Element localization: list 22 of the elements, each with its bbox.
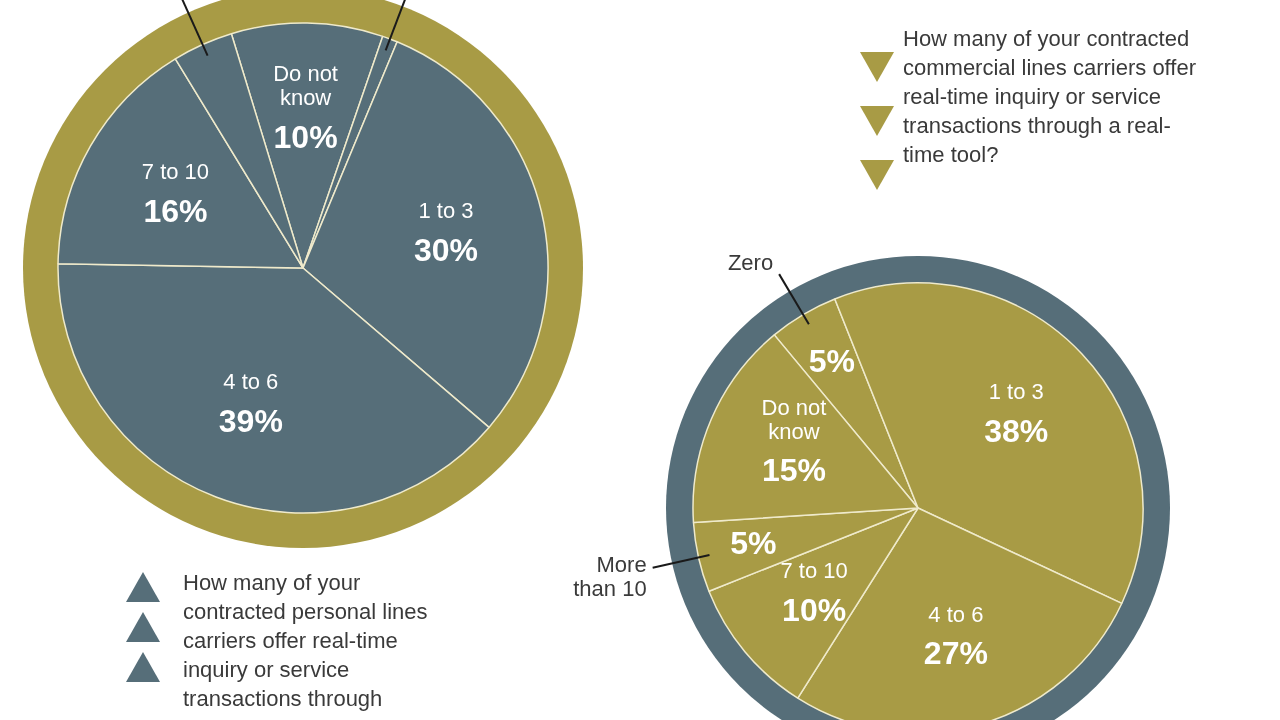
slice-label: 1 to 3 xyxy=(988,379,1044,405)
data-label: 27% xyxy=(923,635,988,672)
slice-label: 7 to 10 xyxy=(141,159,210,185)
slice-label: 4 to 6 xyxy=(928,601,984,627)
chart-title: How many of your contracted commercial lines carriers offer real-time inquiry or service transactions through a real-time tool? xyxy=(903,25,1197,169)
slice-label: Zero xyxy=(727,250,774,276)
data-label: 16% xyxy=(143,192,208,229)
data-label: 30% xyxy=(413,231,479,268)
data-label: 38% xyxy=(984,413,1049,450)
slice-label: Do not know xyxy=(273,61,338,111)
data-label: 15% xyxy=(761,452,827,489)
slice-label: 4 to 6 xyxy=(223,369,279,395)
slice-label: 1 to 3 xyxy=(418,198,474,223)
data-label: 10% xyxy=(273,118,338,155)
data-label: 39% xyxy=(218,403,283,440)
text: How many of your contracted personal lines carriers offer real-time inquiry or service transactions through xyxy=(183,569,429,713)
data-label: 5% xyxy=(808,342,855,379)
data-label: 10% xyxy=(782,592,847,629)
data-label: 5% xyxy=(730,524,777,561)
slice-label: More than 10 xyxy=(573,551,647,601)
slice-label: Do not know xyxy=(761,394,827,444)
slice-label: 7 to 10 xyxy=(780,558,848,584)
